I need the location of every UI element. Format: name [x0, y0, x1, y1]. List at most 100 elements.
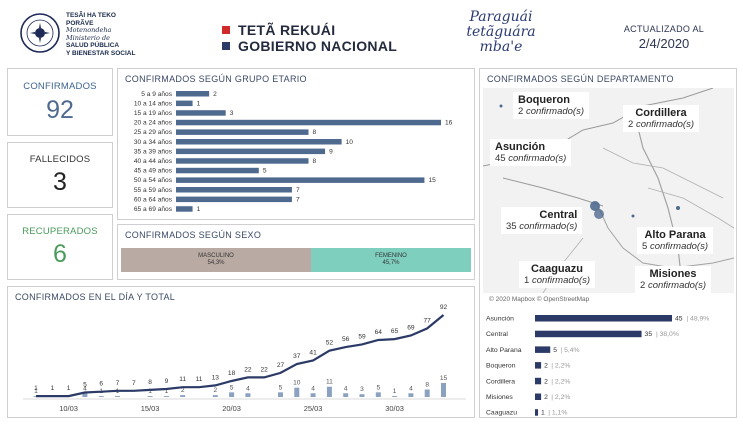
daily-bar[interactable]: [180, 395, 186, 397]
age-chart-title: CONFIRMADOS SEGÚN GRUPO ETARIO: [125, 74, 307, 84]
age-tick-label: 30 a 34 años: [134, 139, 173, 146]
dept-tick-label: Boqueron: [486, 363, 516, 370]
total-value-label: 13: [212, 374, 220, 381]
map-label-central[interactable]: Central 35 confirmado(s): [501, 207, 583, 234]
age-bar[interactable]: [176, 100, 193, 107]
age-bar[interactable]: [176, 139, 342, 145]
daily-bar[interactable]: [212, 395, 218, 397]
daily-bar[interactable]: [375, 392, 381, 397]
dept-bar[interactable]: [535, 346, 551, 353]
total-value-label: 1: [50, 385, 54, 392]
age-value-label: 5: [263, 168, 267, 175]
daily-bar[interactable]: [359, 394, 365, 397]
dept-percent-label: | 1,1%: [548, 410, 567, 416]
age-tick-label: 55 a 59 años: [134, 187, 173, 194]
daily-bar[interactable]: [392, 396, 398, 397]
dept-value-label: 1: [541, 410, 545, 416]
daily-bar[interactable]: [163, 396, 169, 397]
dept-bar[interactable]: [535, 409, 539, 416]
dept-bar[interactable]: [535, 362, 542, 369]
daily-bar[interactable]: [310, 393, 316, 397]
map-label-asuncion[interactable]: Asunción 45 confirmado(s): [490, 139, 572, 166]
age-bar[interactable]: [176, 167, 259, 174]
age-value-label: 10: [346, 139, 354, 146]
dept-bar[interactable]: [535, 377, 542, 385]
dept-bar[interactable]: [535, 330, 642, 338]
daily-bar[interactable]: [326, 386, 332, 397]
daily-value-label: 4: [83, 385, 87, 392]
dept-tick-label: Caaguazu: [486, 410, 517, 416]
total-value-label: 1: [34, 385, 38, 392]
daily-bar[interactable]: [82, 393, 88, 397]
age-value-label: 9: [329, 148, 333, 155]
age-bar[interactable]: [176, 187, 292, 193]
map-label-caaguazu[interactable]: Caaguazu 1 confirmado(s): [519, 261, 596, 288]
daily-bar[interactable]: [115, 396, 120, 397]
age-tick-label: 40 a 44 años: [134, 158, 173, 165]
recovered-value: 6: [53, 240, 67, 268]
map-label-cordillera[interactable]: Cordillera 2 confirmado(s): [623, 105, 700, 132]
age-bar[interactable]: [176, 177, 425, 183]
dept-percent-label: | 2,2%: [551, 363, 570, 370]
confirmed-value: 92: [46, 96, 74, 124]
total-value-label: 7: [116, 380, 120, 387]
age-tick-label: 5 a 9 años: [141, 91, 172, 98]
age-bar[interactable]: [176, 110, 226, 116]
age-bar[interactable]: [176, 91, 210, 97]
age-group-chart: 5 a 9 años 2 10 a 14 años 1 15 a 19 años 3 20 …: [134, 91, 453, 213]
total-value-label: 9: [165, 378, 169, 385]
male-bar[interactable]: MASCULINO 54,3%: [121, 248, 311, 272]
female-bar[interactable]: FEMENINO 45,7%: [311, 248, 471, 272]
daily-value-label: 2: [181, 387, 185, 394]
age-bar[interactable]: [176, 129, 309, 135]
daily-value-label: 15: [440, 375, 448, 382]
age-bar[interactable]: [176, 119, 441, 126]
daily-bar[interactable]: [245, 393, 251, 397]
total-value-label: 22: [261, 366, 269, 373]
x-tick-label: 30/03: [385, 404, 404, 413]
age-tick-label: 35 a 39 años: [134, 148, 173, 155]
daily-bar[interactable]: [343, 393, 349, 397]
daily-bar[interactable]: [229, 392, 235, 397]
daily-bar[interactable]: [408, 393, 414, 397]
map-label-boqueron[interactable]: Boqueron 2 confirmado(s): [513, 92, 590, 119]
daily-bar[interactable]: [424, 389, 430, 397]
age-bar[interactable]: [176, 196, 292, 203]
daily-value-label: 2: [213, 387, 217, 394]
daily-bar[interactable]: [294, 387, 300, 397]
total-line[interactable]: [36, 314, 445, 398]
x-tick-label: 10/03: [59, 404, 78, 413]
daily-value-label: 1: [393, 388, 397, 395]
daily-bar[interactable]: [147, 396, 153, 397]
department-map[interactable]: Boqueron 2 confirmado(s) Cordillera 2 co…: [483, 88, 734, 293]
dept-value-label: 2: [544, 394, 548, 401]
total-value-label: 22: [244, 366, 252, 373]
age-tick-label: 25 a 29 años: [134, 129, 173, 136]
map-attribution[interactable]: © 2020 Mapbox © OpenStreetMap: [489, 296, 590, 303]
total-value-label: 37: [293, 353, 301, 360]
total-value-label: 11: [179, 376, 186, 383]
dept-bar[interactable]: [535, 393, 542, 401]
age-bar[interactable]: [176, 206, 193, 212]
age-bar[interactable]: [176, 148, 326, 155]
daily-bar[interactable]: [441, 383, 446, 397]
daily-bar[interactable]: [278, 392, 283, 397]
total-value-label: 64: [375, 329, 383, 336]
daily-bar[interactable]: [98, 396, 104, 397]
total-value-label: 65: [391, 328, 399, 335]
age-bar[interactable]: [176, 158, 309, 164]
total-value-label: 92: [440, 304, 448, 311]
dept-percent-label: | 48,9%: [686, 316, 709, 323]
updated-date: 2/4/2020: [638, 36, 690, 51]
dept-bar[interactable]: [535, 315, 672, 322]
dept-tick-label: Alto Parana: [486, 347, 522, 354]
total-value-label: 1: [67, 385, 71, 392]
dept-value-label: 35: [645, 331, 653, 338]
sex-panel: CONFIRMADOS SEGÚN SEXO MASCULINO 54,3% F…: [117, 224, 475, 280]
map-label-alto-parana[interactable]: Alto Parana 5 confirmado(s): [637, 227, 714, 254]
map-label-misiones[interactable]: Misiones 2 confirmado(s): [635, 266, 712, 293]
dept-percent-label: | 2,2%: [551, 394, 570, 401]
cases-chart-title: CONFIRMADOS EN EL DÍA Y TOTAL: [15, 292, 176, 302]
header: TESÃI HA TEKO PORÃVE Motenondeha Ministe…: [0, 0, 743, 66]
